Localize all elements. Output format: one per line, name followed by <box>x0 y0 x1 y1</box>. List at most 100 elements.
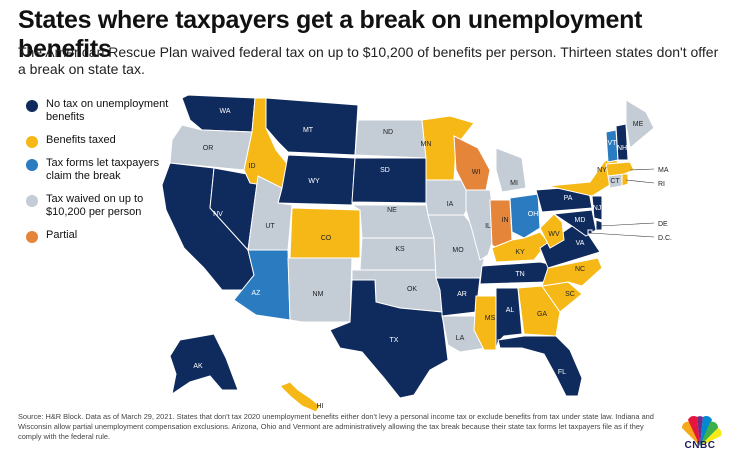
state-label-nh: NH <box>617 145 627 152</box>
state-label-nc: NC <box>575 266 585 273</box>
state-label-ar: AR <box>457 291 467 298</box>
state-label-ne: NE <box>387 207 397 214</box>
state-label-sd: SD <box>380 167 390 174</box>
state-ga <box>517 285 561 337</box>
state-label-tn: TN <box>515 271 524 278</box>
state-sd <box>351 157 427 204</box>
state-label-mn: MN <box>421 141 432 148</box>
state-label-vt: VT <box>608 140 618 147</box>
state-oh <box>509 193 541 239</box>
legend-item-taxed: Benefits taxed <box>26 134 186 148</box>
state-label-co: CO <box>321 235 332 242</box>
state-label-va: VA <box>576 240 585 247</box>
state-label-ak: AK <box>193 363 203 370</box>
swatch-forms <box>26 159 38 171</box>
state-label-wa: WA <box>219 108 230 115</box>
legend-item-waived: Tax waived on up to $10,200 per person <box>26 193 186 219</box>
state-nc <box>541 257 603 287</box>
state-nd <box>354 119 427 159</box>
state-label-md: MD <box>575 217 586 224</box>
state-label-ga: GA <box>537 311 547 318</box>
leader-line <box>599 222 655 227</box>
state-dc <box>587 229 593 235</box>
cnbc-logo-text: CNBC <box>684 440 716 451</box>
state-label-ms: MS <box>485 315 496 322</box>
state-label-ct: CT <box>610 178 620 185</box>
state-label-or: OR <box>203 145 214 152</box>
state-label-nv: NV <box>213 211 223 218</box>
state-wy <box>277 154 356 206</box>
state-ak <box>169 333 239 396</box>
state-label-al: AL <box>506 307 515 314</box>
swatch-partial <box>26 231 38 243</box>
state-label-ok: OK <box>407 286 417 293</box>
legend-label: Benefits taxed <box>46 134 116 146</box>
state-ri <box>621 173 629 187</box>
legend-label: Tax forms let taxpayers claim the break <box>46 157 160 182</box>
state-va <box>539 225 601 269</box>
legend-item-no-tax: No tax on unemployment benefits <box>26 98 186 124</box>
state-label-ut: UT <box>265 223 275 230</box>
state-mn <box>421 115 475 181</box>
legend: No tax on unemployment benefits Benefits… <box>26 98 186 252</box>
state-label-wv: WV <box>548 231 560 238</box>
state-label-fl: FL <box>558 369 566 376</box>
legend-label: Tax waived on up to $10,200 per person <box>46 193 144 218</box>
state-me <box>625 99 655 149</box>
state-label-mo: MO <box>452 247 464 254</box>
leader-line <box>589 232 655 238</box>
source-note: Source: H&R Block. Data as of March 29, … <box>18 412 654 441</box>
state-hi <box>279 381 321 413</box>
us-map: WA OR CA NV ID MT WY UT AZ CO NM ND SD NE KS OK TX MN IA MO… <box>161 94 672 413</box>
legend-label: Partial <box>46 229 78 241</box>
state-wv <box>539 213 565 249</box>
outside-label: D.C. <box>658 235 672 242</box>
state-label-nj: NJ <box>593 205 602 212</box>
legend-label: No tax on unemployment benefits <box>46 98 169 123</box>
state-label-nd: ND <box>383 129 393 136</box>
state-label-mt: MT <box>303 127 314 134</box>
state-label-oh: OH <box>528 211 539 218</box>
state-il <box>465 189 497 261</box>
state-label-hi: HI <box>317 403 324 410</box>
state-mt <box>265 97 359 156</box>
leader-line <box>629 168 655 171</box>
state-label-ia: IA <box>447 201 454 208</box>
state-label-ny: NY <box>597 167 607 174</box>
state-nm <box>287 257 353 323</box>
state-tx <box>329 279 449 399</box>
state-label-me: ME <box>633 121 644 128</box>
swatch-waived <box>26 195 38 207</box>
state-co <box>289 207 361 259</box>
chart-title: States where taxpayers get a break on un… <box>18 6 643 63</box>
state-ms <box>473 295 497 351</box>
state-label-id: ID <box>249 163 256 170</box>
state-label-az: AZ <box>252 290 262 297</box>
state-label-nm: NM <box>313 291 324 298</box>
state-label-ks: KS <box>395 246 405 253</box>
state-label-ca: CA <box>171 237 181 244</box>
state-ks <box>359 237 437 271</box>
state-nj <box>591 195 603 221</box>
state-label-in: IN <box>502 217 509 224</box>
state-mi <box>495 147 527 193</box>
legend-item-partial: Partial <box>26 229 186 243</box>
state-label-ky: KY <box>515 249 525 256</box>
state-label-wi: WI <box>472 169 481 176</box>
state-label-sc: SC <box>565 291 575 298</box>
state-label-il: IL <box>485 223 491 230</box>
state-label-pa: PA <box>564 195 573 202</box>
swatch-taxed <box>26 136 38 148</box>
outside-label: RI <box>658 181 665 188</box>
state-label-mi: MI <box>510 180 518 187</box>
state-ma <box>605 161 635 177</box>
state-label-wy: WY <box>308 178 320 185</box>
outside-label: DE <box>658 221 668 228</box>
state-label-tx: TX <box>390 337 399 344</box>
swatch-no-tax <box>26 100 38 112</box>
outside-label: MA <box>658 167 669 174</box>
state-fl <box>497 335 583 397</box>
chart-subtitle: The American Rescue Plan waived federal … <box>18 44 719 77</box>
state-label-la: LA <box>456 335 465 342</box>
leader-line <box>625 179 655 184</box>
